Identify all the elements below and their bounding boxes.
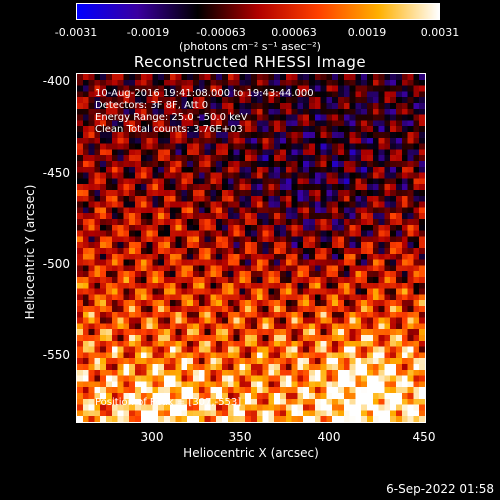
annotation-energy: Energy Range: 25.0 - 50.0 keV	[95, 112, 248, 123]
colorbar-tick: -0.00063	[196, 26, 246, 39]
y-axis-label: Heliocentric Y (arcsec)	[23, 184, 37, 320]
peak-label: Position of Peak = [307,-553]	[95, 397, 242, 408]
chart-title: Reconstructed RHESSI Image	[133, 53, 367, 71]
y-tick: -450	[42, 166, 70, 180]
x-tick: 400	[317, 430, 341, 444]
colorbar-tick: 0.0019	[347, 26, 387, 39]
y-tick: -500	[42, 257, 70, 271]
x-tick: 450	[412, 430, 436, 444]
x-tick: 300	[140, 430, 164, 444]
y-tick: -400	[42, 74, 70, 88]
footer-date: 6-Sep-2022 01:58	[386, 482, 494, 496]
colorbar	[76, 3, 440, 20]
x-axis-label: Heliocentric X (arcsec)	[183, 446, 319, 460]
annotation-counts: Clean Total counts: 3.76E+03	[95, 124, 243, 135]
y-tick: -550	[42, 348, 70, 362]
colorbar-ticks: -0.0031 -0.0019 -0.00063 0.00063 0.0019 …	[0, 0, 500, 60]
heatmap-image	[77, 74, 425, 422]
colorbar-tick: -0.0019	[126, 26, 170, 39]
annotation-detectors: Detectors: 3F 8F, Att 0	[95, 100, 209, 111]
colorbar-tick: 0.0031	[420, 26, 460, 39]
colorbar-unit: (photons cm⁻² s⁻¹ asec⁻²)	[179, 40, 321, 53]
colorbar-tick: 0.00063	[271, 26, 317, 39]
annotation-time: 10-Aug-2016 19:41:08.000 to 19:43:44.000	[95, 88, 314, 99]
colorbar-tick: -0.0031	[54, 26, 98, 39]
x-tick: 350	[228, 430, 252, 444]
plot-area: 10-Aug-2016 19:41:08.000 to 19:43:44.000…	[76, 73, 426, 423]
